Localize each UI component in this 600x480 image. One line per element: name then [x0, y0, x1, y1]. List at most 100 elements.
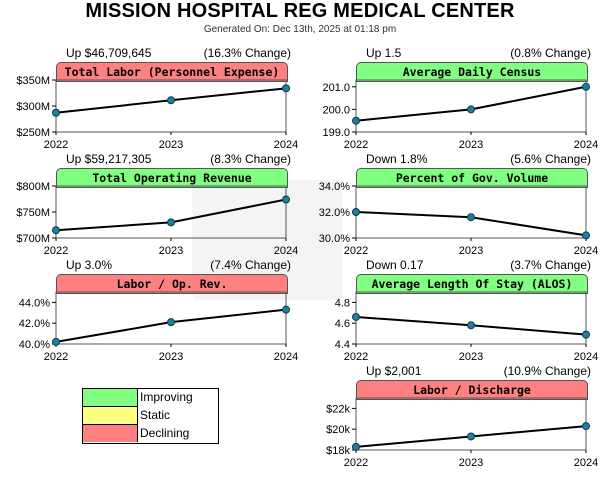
- data-point: [282, 84, 290, 93]
- line-chart-svg: $250M $300M $350M 2022 2023 2024: [16, 75, 298, 151]
- mini-chart-alos: Down 0.17 (3.7% Change) Average Length O…: [335, 258, 600, 366]
- y-tick-label: 42.0%: [19, 318, 50, 330]
- y-tick-label: 40.0%: [19, 339, 50, 351]
- y-tick-label: 199.0: [322, 127, 350, 139]
- series-line: [355, 85, 587, 122]
- line-chart-svg: 30.0% 32.0% 34.0% 2022 2023 2024: [319, 181, 598, 257]
- change-amount: Up $46,709,645: [66, 46, 152, 60]
- y-tick-label: 201.0: [322, 82, 350, 94]
- change-percent: (7.4% Change): [210, 258, 291, 272]
- y-tick-label: $350M: [16, 75, 50, 87]
- x-tick-label: 2022: [344, 245, 368, 257]
- legend-swatch: [83, 389, 138, 407]
- plot-frame: [55, 185, 287, 239]
- mini-chart-labor-op-rev: Up 3.0% (7.4% Change) Labor / Op. Rev. 4…: [19, 258, 301, 366]
- line-chart-svg: 199.0 200.0 201.0 2022 2023 2024: [322, 79, 598, 151]
- x-tick-label: 2022: [344, 351, 368, 363]
- data-point: [582, 330, 590, 339]
- legend-label: Declining: [140, 426, 190, 440]
- y-tick-label: 200.0: [322, 104, 350, 116]
- chart-title-banner: Average Length Of Stay (ALOS): [356, 274, 588, 294]
- plot-frame: [55, 79, 287, 133]
- change-amount: Up $2,001: [366, 364, 422, 378]
- change-amount: Up 3.0%: [66, 258, 113, 272]
- data-point: [352, 116, 360, 125]
- y-tick-label: 30.0%: [319, 233, 350, 245]
- y-tick-label: 44.0%: [19, 297, 50, 309]
- chart-title-banner: Labor / Discharge: [356, 380, 588, 400]
- x-tick-label: 2024: [574, 351, 598, 363]
- x-tick-label: 2024: [274, 139, 298, 151]
- data-point: [52, 226, 60, 235]
- mini-chart-total-operating-revenue: Up $59,217,305 (8.3% Change) Total Opera…: [16, 152, 301, 260]
- y-tick-label: 32.0%: [319, 207, 350, 219]
- x-tick-label: 2023: [159, 351, 183, 363]
- line-chart-svg: $18k $20k $22k 2022 2023 2024: [326, 397, 598, 469]
- chart-title-banner: Total Operating Revenue: [56, 168, 288, 188]
- legend-row-static: Static: [83, 407, 218, 425]
- y-tick-label: $750M: [16, 207, 50, 219]
- change-amount: Down 1.8%: [366, 152, 428, 166]
- y-tick-label: 4.8: [335, 297, 350, 309]
- data-point: [467, 105, 475, 114]
- x-tick-label: 2024: [574, 245, 598, 257]
- data-point: [467, 213, 475, 222]
- x-tick-label: 2022: [344, 139, 368, 151]
- plot-frame: [355, 397, 587, 451]
- x-tick-label: 2024: [274, 245, 298, 257]
- generated-timestamp: Generated On: Dec 13th, 2025 at 01:18 pm: [203, 24, 397, 35]
- y-tick-label: $250M: [16, 127, 50, 139]
- data-point: [467, 432, 475, 441]
- x-tick-label: 2023: [459, 245, 483, 257]
- data-point: [52, 108, 60, 117]
- x-tick-label: 2024: [574, 457, 598, 469]
- data-point: [52, 337, 60, 346]
- x-tick-label: 2023: [159, 245, 183, 257]
- legend-row-improving: Improving: [83, 389, 218, 407]
- y-tick-label: $800M: [16, 181, 50, 193]
- data-point: [582, 82, 590, 91]
- change-amount: Up 1.5: [366, 46, 402, 60]
- legend-swatch: [83, 407, 138, 425]
- mini-chart-total-labor: Up $46,709,645 (16.3% Change) Total Labo…: [16, 46, 301, 154]
- mini-chart-average-daily-census: Up 1.5 (0.8% Change) Average Daily Censu…: [322, 46, 600, 154]
- change-percent: (16.3% Change): [203, 46, 291, 60]
- x-tick-label: 2023: [159, 139, 183, 151]
- data-point: [467, 321, 475, 330]
- chart-title-banner: Total Labor (Personnel Expense): [56, 62, 288, 82]
- x-tick-label: 2022: [344, 457, 368, 469]
- mini-chart-percent-gov-volume: Down 1.8% (5.6% Change) Percent of Gov. …: [319, 152, 600, 260]
- x-tick-label: 2022: [44, 245, 68, 257]
- data-point: [167, 96, 175, 105]
- x-tick-label: 2023: [459, 139, 483, 151]
- legend-row-declining: Declining: [83, 425, 218, 443]
- mini-chart-labor-discharge: Up $2,001 (10.9% Change) Labor / Dischar…: [326, 364, 600, 472]
- x-tick-label: 2023: [459, 457, 483, 469]
- line-chart-svg: 40.0% 42.0% 44.0% 2022 2023 2024: [19, 291, 298, 363]
- data-point: [167, 218, 175, 227]
- data-point: [352, 312, 360, 321]
- legend-label: Improving: [140, 390, 193, 404]
- line-chart-svg: $700M $750M $800M 2022 2023 2024: [16, 181, 298, 257]
- x-tick-label: 2024: [274, 351, 298, 363]
- x-tick-label: 2022: [44, 139, 68, 151]
- chart-title-banner: Percent of Gov. Volume: [356, 168, 588, 188]
- y-tick-label: $18k: [326, 445, 350, 457]
- change-amount: Up $59,217,305: [66, 152, 152, 166]
- change-amount: Down 0.17: [366, 258, 424, 272]
- chart-title-banner: Labor / Op. Rev.: [56, 274, 288, 294]
- y-tick-label: $700M: [16, 233, 50, 245]
- y-tick-label: 4.4: [335, 339, 350, 351]
- data-point: [282, 195, 290, 204]
- change-percent: (0.8% Change): [510, 46, 591, 60]
- x-tick-label: 2024: [574, 139, 598, 151]
- report-title: MISSION HOSPITAL REG MEDICAL CENTER: [85, 0, 515, 22]
- legend-swatch: [83, 425, 138, 442]
- data-point: [167, 318, 175, 327]
- change-percent: (10.9% Change): [503, 364, 591, 378]
- data-point: [352, 442, 360, 451]
- status-legend: Improving Static Declining: [82, 388, 219, 444]
- legend-label: Static: [140, 408, 171, 422]
- y-tick-label: 4.6: [335, 318, 350, 330]
- change-percent: (8.3% Change): [210, 152, 291, 166]
